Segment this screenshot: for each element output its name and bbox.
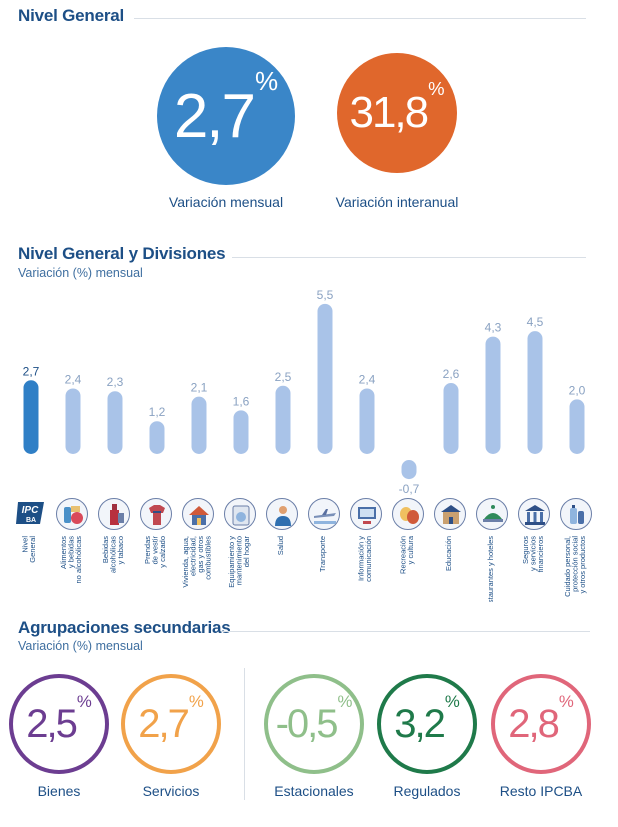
school-icon <box>434 498 466 530</box>
doctor-icon <box>266 498 298 530</box>
house-icon <box>182 498 214 530</box>
bar-10 <box>443 383 459 454</box>
bar-value-label-11: 4,3 <box>485 321 502 335</box>
category-label-0: NivelGeneral <box>20 536 37 563</box>
bar-9 <box>401 460 417 480</box>
bar-value-label-2: 2,3 <box>107 375 124 389</box>
category-icon-row: IPC BA <box>0 496 618 532</box>
category-label-8: Información ycomunicación <box>356 536 373 582</box>
restaurant-icon <box>476 498 508 530</box>
divisiones-rule <box>232 257 586 258</box>
bar-11 <box>485 336 501 454</box>
regulados-label: Regulados <box>393 783 461 799</box>
servicios-value: 2,7% <box>138 692 204 746</box>
annual-variation-value: 31,8% <box>349 77 445 137</box>
bar-value-label-6: 2,5 <box>275 370 292 384</box>
annual-variation-label: Variación interanual <box>335 194 459 210</box>
bar-value-label-7: 5,5 <box>317 290 334 302</box>
group-separator <box>244 668 245 800</box>
ring-bienes: 2,5% <box>9 674 109 774</box>
monthly-variation-label: Variación mensual <box>168 194 284 210</box>
category-label-3: Prendasde vestiry calzado <box>143 536 167 568</box>
bar-value-label-13: 2,0 <box>569 383 586 397</box>
divisiones-title: Nivel General y Divisiones <box>18 244 226 263</box>
bar-7 <box>317 303 333 454</box>
bienes-value: 2,5% <box>26 692 92 746</box>
personal-care-icon <box>560 498 592 530</box>
secundarias-rule <box>222 631 590 632</box>
category-label-11: Restaurantes y hoteles <box>486 536 495 602</box>
estacionales-value: -0,5% <box>275 692 353 746</box>
bar-value-label-9: -0,7 <box>399 482 420 496</box>
ipc-logo: IPC BA <box>16 500 46 526</box>
washing-machine-icon <box>224 498 256 530</box>
category-label-2: Bebidasalcohólicasy tabaco <box>101 536 125 573</box>
bar-1 <box>65 388 81 454</box>
bar-12 <box>527 331 543 454</box>
category-label-9: Recreacióny cultura <box>398 535 415 574</box>
bar-value-label-8: 2,4 <box>359 372 376 386</box>
bar-value-label-3: 1,2 <box>149 405 166 419</box>
clothes-icon <box>140 498 172 530</box>
nivel-general-title: Nivel General <box>18 6 125 25</box>
svg-text:IPC: IPC <box>22 505 39 516</box>
bottle-icon <box>98 498 130 530</box>
bar-5 <box>233 410 249 454</box>
secundarias-subtitle: Variación (%) mensual <box>18 639 143 653</box>
theater-masks-icon <box>392 498 424 530</box>
category-labels: NivelGeneral Alimentosy bebidasno alcohól… <box>20 535 587 602</box>
bar-2 <box>107 391 123 454</box>
bar-value-label-5: 1,6 <box>233 394 250 408</box>
monthly-variation-value: 2,7% <box>173 66 279 151</box>
ring-servicios: 2,7% <box>121 674 221 774</box>
bar-13 <box>569 399 585 454</box>
category-label-5: Equipamiento ymantenimientodel hogar <box>227 536 251 588</box>
resto-ipcba-value: 2,8% <box>508 692 574 746</box>
bar-value-label-0: 2,7 <box>23 364 40 378</box>
ring-regulados: 3,2% <box>377 674 477 774</box>
bar-8 <box>359 388 375 454</box>
category-label-12: Segurosy serviciosfinancieros <box>521 536 545 573</box>
bar-value-label-10: 2,6 <box>443 367 460 381</box>
bar-3 <box>149 421 165 454</box>
category-label-10: Educación <box>444 536 453 571</box>
servicios-label: Servicios <box>142 783 200 799</box>
bar-6 <box>275 385 291 454</box>
annual-variation-circle: 31,8% <box>337 53 457 173</box>
food-icon <box>56 498 88 530</box>
title-rule <box>134 18 586 19</box>
monthly-variation-circle: 2,7% <box>157 47 295 185</box>
bank-icon <box>518 498 550 530</box>
secundarias-title: Agrupaciones secundarias <box>18 618 231 637</box>
plane-icon <box>308 498 340 530</box>
category-label-1: Alimentosy bebidasno alcohólicas <box>59 536 83 584</box>
resto-ipcba-label: Resto IPCBA <box>499 783 583 799</box>
category-label-4: Vivienda, agua,electricidad,gas y otrosc… <box>181 536 213 588</box>
bar-0 <box>23 380 39 454</box>
svg-text:BA: BA <box>26 517 36 524</box>
bar-4 <box>191 396 207 454</box>
divisions-bar-chart: 2,7 2,4 2,3 1,2 2,1 1,6 2,5 5,5 2,4 -0,7 2,6 4,3 4,5… <box>23 290 586 496</box>
category-label-7: Transporte <box>318 536 327 572</box>
bar-value-label-4: 2,1 <box>191 381 208 395</box>
estacionales-label: Estacionales <box>274 783 354 799</box>
category-label-13: Cuidado personal,protección socialy otro… <box>563 536 587 597</box>
ring-estacionales: -0,5% <box>264 674 364 774</box>
divisiones-subtitle: Variación (%) mensual <box>18 266 143 280</box>
ring-resto-ipcba: 2,8% <box>491 674 591 774</box>
computer-icon <box>350 498 382 530</box>
regulados-value: 3,2% <box>394 692 460 746</box>
bar-value-label-12: 4,5 <box>527 315 544 329</box>
bienes-label: Bienes <box>37 783 81 799</box>
bar-value-label-1: 2,4 <box>65 372 82 386</box>
category-label-6: Salud <box>276 536 285 555</box>
